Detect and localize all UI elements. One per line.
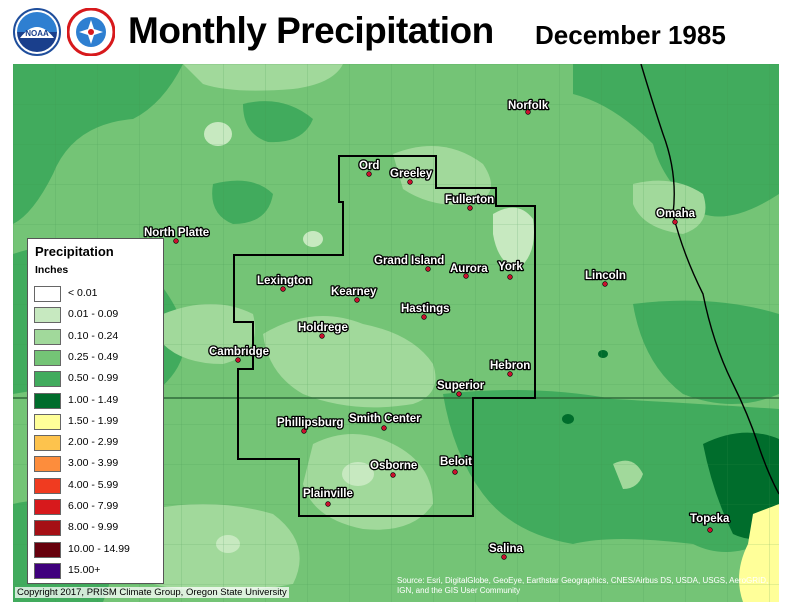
- city-label: Topeka: [690, 513, 730, 525]
- header: NOAA Monthly Precipitation December 1985: [0, 0, 792, 64]
- legend-swatch: [34, 349, 61, 366]
- legend-swatch: [34, 286, 61, 302]
- legend-label: 3.00 - 3.99: [68, 457, 119, 470]
- city-label: North Platte: [144, 227, 209, 239]
- city-label: Salina: [489, 543, 523, 555]
- city-labels: Norfolk Ord Greeley Fullerton Omaha Nort…: [143, 99, 732, 557]
- legend-label: 0.10 - 0.24: [68, 329, 119, 342]
- city-label: Hastings: [401, 303, 450, 315]
- legend-label: < 0.01: [68, 287, 98, 299]
- city-label: Lexington: [257, 275, 312, 287]
- city-label: Ord: [359, 160, 379, 172]
- city-label: Phillipsburg: [277, 417, 343, 429]
- legend-swatch: [34, 435, 61, 452]
- city-label: Aurora: [450, 263, 488, 275]
- city-label: Smith Center: [349, 413, 421, 425]
- legend-label: 8.00 - 9.99: [68, 521, 119, 534]
- svg-text:NOAA: NOAA: [25, 29, 49, 38]
- page-title: Monthly Precipitation: [128, 10, 494, 51]
- date-subtitle: December 1985: [535, 20, 726, 50]
- river-border: [640, 64, 779, 495]
- city-label: Kearney: [331, 286, 377, 298]
- legend-label: 10.00 - 14.99: [68, 542, 130, 555]
- legend-swatch: [34, 499, 61, 515]
- city-label: Lincoln: [585, 270, 626, 282]
- legend-label: 0.25 - 0.49: [68, 350, 119, 363]
- city-label: Fullerton: [445, 194, 494, 206]
- legend-label: 4.00 - 5.99: [68, 478, 119, 491]
- city-label: Hebron: [490, 360, 530, 372]
- legend-swatch: [34, 328, 61, 345]
- source-attribution: Source: Esri, DigitalGlobe, GeoEye, Eart…: [397, 576, 769, 595]
- legend-swatch: [34, 520, 61, 537]
- legend-label: 1.50 - 1.99: [68, 414, 119, 427]
- legend-swatch: [34, 413, 61, 430]
- city-label: Beloit: [440, 456, 472, 468]
- legend-swatch: [34, 562, 61, 579]
- legend-swatch: [34, 477, 61, 494]
- legend-swatch: [34, 392, 61, 409]
- city-label: Grand Island: [374, 255, 444, 267]
- city-label: Osborne: [370, 460, 417, 472]
- city-label: Holdrege: [298, 322, 348, 334]
- legend-label: 2.00 - 2.99: [68, 436, 119, 449]
- legend-label: 0.01 - 0.09: [68, 308, 119, 321]
- forecast-area-outline: [233, 155, 536, 517]
- city-label: Norfolk: [508, 100, 549, 112]
- legend-units: Inches: [35, 264, 69, 276]
- legend-swatch: [34, 541, 61, 558]
- copyright-text: Copyright 2017, PRISM Climate Group, Ore…: [15, 587, 289, 598]
- city-label: York: [498, 261, 523, 273]
- city-label: Superior: [437, 380, 485, 392]
- city-label: Greeley: [390, 168, 433, 180]
- legend-label: 0.50 - 0.99: [68, 372, 119, 385]
- legend-label: 15.00+: [68, 563, 101, 576]
- legend-label: 1.00 - 1.49: [68, 393, 119, 406]
- noaa-logo: NOAA: [13, 8, 61, 56]
- legend-title: Precipitation: [35, 244, 114, 259]
- city-label: Cambridge: [209, 346, 269, 358]
- city-label: Plainville: [303, 488, 353, 500]
- legend-swatch: [34, 307, 61, 324]
- city-markers: [173, 109, 713, 560]
- nws-logo: [66, 7, 116, 57]
- legend: Precipitation Inches < 0.01 0.01 - 0.09 0.…: [27, 238, 164, 584]
- legend-label: 6.00 - 7.99: [68, 500, 119, 512]
- city-label: Omaha: [656, 208, 696, 220]
- legend-swatch: [34, 456, 61, 473]
- legend-swatch: [34, 371, 61, 388]
